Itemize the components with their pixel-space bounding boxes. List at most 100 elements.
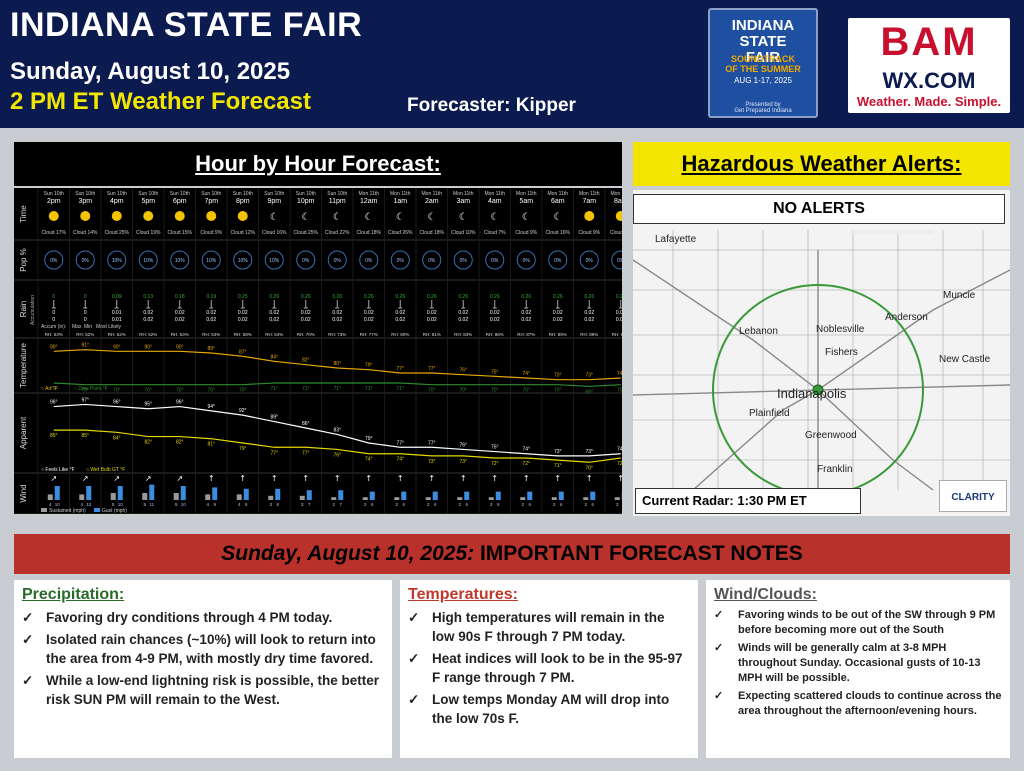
notes-banner-text: IMPORTANT FORECAST NOTES (474, 542, 803, 565)
air-temp-label: 73° (585, 373, 593, 379)
row-label: Temperature (19, 343, 28, 388)
sustained-wind-bar (394, 497, 400, 500)
air-temp-label: 90° (113, 344, 121, 350)
sun-icon (48, 211, 59, 221)
rain-min: 0.02 (521, 310, 531, 316)
notes-banner-date: Sunday, August 10, 2025: (221, 542, 475, 565)
hour-by-hour-chart: Time Pop % Rain Temperature Apparent Wind Accu… (14, 188, 622, 514)
gust-wind-bar (401, 491, 407, 500)
rain-min: 0.02 (143, 310, 153, 316)
check-icon: ✓ (714, 642, 724, 654)
pop-value: 0% (523, 258, 531, 264)
wind-direction-icon: ↑ (271, 474, 278, 483)
wind-direction-icon: ↗ (176, 474, 183, 483)
sustained-wind-value: 2 (490, 502, 493, 507)
gust-wind-bar (180, 486, 186, 500)
radar-site-marker (812, 384, 824, 396)
feels-like-label: 76° (459, 442, 467, 448)
pop-ring (44, 250, 64, 270)
pop-value: 0% (397, 258, 405, 264)
gust-wind-value: 7 (308, 502, 311, 507)
row-label: Rain (19, 301, 28, 317)
hour-by-hour-svg: Time Pop % Rain Temperature Apparent Wind Accu… (14, 188, 622, 514)
wet-bulb-label: 82° (176, 440, 184, 446)
sustained-wind-bar (236, 494, 242, 500)
legend-sustained: Sustained (mph) (49, 508, 86, 514)
gust-wind-value: 8 (245, 502, 248, 507)
sustained-wind-bar (173, 493, 179, 500)
air-temp-label: 74° (617, 371, 622, 377)
gust-wind-bar (369, 491, 375, 500)
air-temp-label: 75° (491, 369, 499, 375)
hour-day: Mon 11th (516, 191, 537, 197)
gust-wind-bar (149, 484, 155, 500)
town-label: Greenwood (805, 430, 857, 441)
pop-ring (390, 250, 410, 270)
map-shading (853, 230, 933, 234)
hour-label: 4am (488, 198, 502, 205)
sustained-wind-value: 2 (458, 502, 461, 507)
bamwx-logo-tagline: Weather. Made. Simple. (856, 94, 1002, 109)
pop-value: 0% (334, 258, 342, 264)
gust-wind-value: 6 (434, 502, 437, 507)
town-label: Lafayette (655, 234, 697, 245)
cloud-cover: Cloud 15% (168, 230, 193, 236)
rain-max: 0.26 (490, 294, 500, 300)
hour-label: 10pm (297, 198, 315, 205)
sustained-wind-value: 2 (584, 502, 587, 507)
sustained-wind-value: 5 (143, 502, 146, 507)
feels-like-label: 89° (270, 415, 278, 421)
hour-day: Sun 10th (170, 191, 190, 197)
feels-like-label: 92° (239, 408, 247, 414)
sustained-wind-bar (520, 497, 526, 500)
pop-value: 10% (238, 258, 249, 264)
dew-point-label: 70° (144, 388, 152, 394)
sustained-wind-value: 2 (521, 502, 524, 507)
dew-point-label: 70° (239, 388, 247, 394)
gust-wind-value: 8 (276, 502, 279, 507)
pop-ring (107, 250, 127, 270)
list-item: ✓ While a low-end lightning risk is possi… (22, 673, 380, 707)
pop-ring (422, 250, 442, 270)
fair-logo-name: INDIANA STATE FAIR (731, 17, 795, 66)
hour-day: Sun 10th (264, 191, 284, 197)
hour-day: Mon 11th (611, 191, 622, 197)
humidity-value: RH: 58% (234, 332, 252, 337)
wind-direction-icon: ↑ (365, 474, 372, 483)
fair-logo-tagline: SOUNDTRACK OF THE SUMMER (725, 54, 801, 74)
rain-likely: 0.02 (143, 317, 153, 323)
wet-bulb-label: 72° (522, 461, 530, 467)
dew-point-label: 71° (365, 386, 373, 392)
gust-wind-value: 10 (86, 502, 92, 507)
gust-wind-bar (558, 491, 564, 500)
hour-label: 3am (456, 198, 470, 205)
rain-min: 0.02 (301, 310, 311, 316)
pop-value: 0% (365, 258, 373, 264)
wet-bulb-label: 72° (491, 461, 499, 467)
wind-direction-icon: ↑ (302, 474, 309, 483)
sustained-wind-value: 2 (553, 502, 556, 507)
feels-like-label: 83° (333, 427, 341, 433)
fair-logo-dates: AUG 1-17, 2025 (734, 76, 792, 85)
temperatures-list: ✓ High temperatures will remain in the lo… (408, 608, 690, 728)
wet-bulb-label: 73° (428, 459, 436, 465)
rain-max: 0.25 (238, 294, 248, 300)
check-icon: ✓ (714, 690, 724, 702)
legend-min: Min (84, 324, 92, 330)
hour-day: Mon 11th (485, 191, 506, 197)
clarity-logo: CLARITY (939, 480, 1007, 512)
air-temp-label: 90° (50, 344, 58, 350)
pop-value: 0% (617, 258, 622, 264)
hour-label: 8pm (236, 198, 250, 205)
pop-value: 0% (554, 258, 562, 264)
rain-min: 0.02 (269, 310, 279, 316)
feels-like-label: 96° (113, 400, 121, 406)
gust-wind-bar (212, 487, 218, 500)
sustained-wind-bar (47, 494, 53, 500)
humidity-value: RH: 83% (454, 332, 472, 337)
feels-like-label: 95° (144, 402, 152, 408)
sun-icon (143, 211, 154, 221)
dew-point-label: 70° (491, 388, 499, 394)
town-label: Noblesville (816, 324, 865, 335)
moon-icon: ☾ (364, 212, 373, 223)
